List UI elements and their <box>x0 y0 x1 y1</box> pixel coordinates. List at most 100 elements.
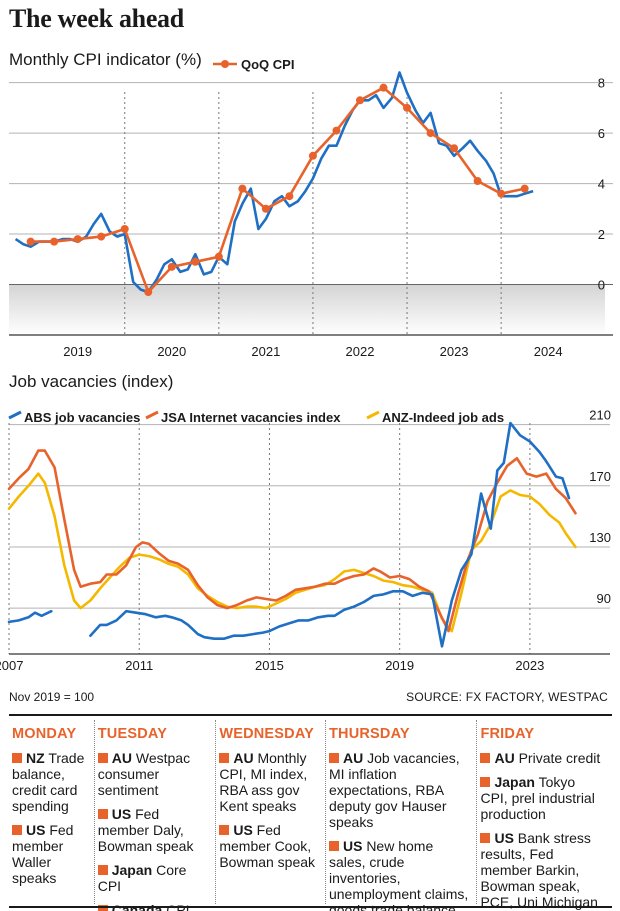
x-tick-label: 2011 <box>125 658 153 673</box>
data-point-marker <box>120 225 129 233</box>
data-point-marker <box>26 237 35 246</box>
data-point-marker <box>450 144 459 153</box>
x-tick-label: 2022 <box>346 344 375 359</box>
data-point-marker <box>167 262 176 271</box>
day-heading: THURSDAY <box>328 726 410 742</box>
event-item: US Fed member Waller speaks <box>12 822 88 886</box>
legend-label: ANZ-Indeed job ads <box>382 410 504 425</box>
vacancy-chart-title: Job vacancies (index) <box>9 372 174 391</box>
event-text: Fed member Cook, Bowman speak <box>219 822 316 870</box>
day-column-monday: MONDAY NZ Trade balance, credit card spen… <box>9 720 95 904</box>
event-item: AU Private credit <box>480 750 606 766</box>
legend-swatch <box>145 410 159 420</box>
chart-footnote: Nov 2019 = 100 <box>9 690 95 704</box>
legend-label-qoq-cpi: QoQ CPI <box>241 57 294 72</box>
legend-swatch <box>8 410 22 420</box>
day-column-wednesday: WEDNESDAY AU Monthly CPI, MI index, RBA a… <box>216 720 326 904</box>
day-heading: MONDAY <box>12 726 77 742</box>
bullet-square-icon <box>97 865 108 875</box>
data-point-marker <box>50 237 59 246</box>
bullet-square-icon <box>97 809 108 819</box>
y-tick-label: 2 <box>598 227 605 242</box>
event-text: Private credit <box>518 750 601 766</box>
series-line-anz-indeed-job-ads <box>7 472 577 633</box>
event-text: Fed member Daly, Bowman speak <box>97 806 194 854</box>
event-text: Westpac consumer sentiment <box>97 750 191 798</box>
series-line-abs-job-vacancies <box>7 609 53 624</box>
event-region: US <box>111 806 132 822</box>
cpi-chart: 0 2 4 6 8 2019 2020 2021 2022 2023 2024 QoQ CPI <box>9 57 613 359</box>
event-text: New home sales, crude inventories, unemp… <box>328 838 469 911</box>
bullet-square-icon <box>328 753 339 763</box>
event-region: NZ <box>26 750 45 766</box>
day-column-tuesday: TUESDAY AU Westpac consumer sentiment US F… <box>95 720 217 911</box>
y-tick-label: 4 <box>598 177 605 192</box>
event-text: Monthly CPI, MI index, RBA ass gov Kent … <box>219 750 308 814</box>
event-region: AU <box>494 750 515 766</box>
data-point-marker <box>497 189 506 198</box>
top-rule <box>9 714 612 716</box>
event-region: US <box>26 822 46 838</box>
x-tick-label: 2023 <box>440 344 469 359</box>
x-tick-label: 2023 <box>515 658 544 673</box>
x-tick-label: 2015 <box>255 658 284 673</box>
data-point-marker <box>238 184 247 193</box>
data-point-marker <box>520 184 529 193</box>
data-point-marker <box>379 83 388 92</box>
y-tick-label: 90 <box>597 591 611 606</box>
data-point-marker <box>355 96 364 105</box>
legend-marker-qoq-cpi <box>221 60 229 68</box>
event-item: US Fed member Cook, Bowman speak <box>219 822 319 870</box>
event-text: Trade balance, credit card spending <box>12 750 85 814</box>
y-tick-label: 170 <box>589 469 611 484</box>
event-item: Japan Core CPI <box>97 862 210 894</box>
event-text: Core CPI <box>97 862 187 894</box>
series-line-qoq-cpi <box>30 86 525 294</box>
data-point-marker <box>73 235 82 244</box>
event-region: US <box>233 822 253 838</box>
event-item: US Bank stress results, Fed member Barki… <box>480 830 606 911</box>
bullet-square-icon <box>97 753 108 763</box>
day-column-thursday: THURSDAY AU Job vacancies, MI inflation e… <box>326 720 478 911</box>
data-point-marker <box>403 103 412 112</box>
event-region: AU <box>233 750 254 766</box>
y-tick-label: 130 <box>589 530 611 545</box>
y-tick-label: 210 <box>589 408 611 423</box>
event-region: AU <box>111 750 132 766</box>
x-tick-label: 2020 <box>157 344 186 359</box>
vacancy-chart: 90 130 170 210 2007 2011 2015 2019 2023 ABS job v… <box>0 408 611 673</box>
event-region: US <box>342 838 363 854</box>
data-point-marker <box>285 192 294 201</box>
negative-zone <box>9 284 605 335</box>
page-headline: The week ahead <box>9 4 184 33</box>
series-line-jsa-internet-vacancies-index <box>7 449 577 633</box>
bullet-square-icon <box>480 777 491 787</box>
bullet-square-icon <box>12 825 22 835</box>
bullet-square-icon <box>480 833 491 843</box>
data-point-marker <box>191 257 200 266</box>
day-column-friday: FRIDAY AU Private credit Japan Tokyo CPI, … <box>477 720 612 911</box>
bullet-square-icon <box>219 825 230 835</box>
data-point-marker <box>261 204 270 213</box>
event-text: Job vacancies, MI inflation expectations… <box>328 750 460 830</box>
day-heading: TUESDAY <box>97 726 168 742</box>
data-point-marker <box>308 151 317 160</box>
event-item: AU Job vacancies, MI inflation expectati… <box>328 750 470 830</box>
legend-swatch <box>366 410 380 420</box>
y-tick-label: 6 <box>598 126 605 141</box>
y-tick-label: 0 <box>598 278 605 293</box>
chart-source: SOURCE: FX FACTORY, WESTPAC <box>406 690 608 704</box>
cpi-chart-title: Monthly CPI indicator (%) <box>9 50 202 69</box>
bullet-square-icon <box>12 753 22 763</box>
event-text: Fed member Waller speaks <box>12 822 74 886</box>
bullet-square-icon <box>97 905 108 911</box>
legend-label: ABS job vacancies <box>24 410 140 425</box>
data-point-marker <box>214 252 223 261</box>
data-point-marker <box>97 232 106 241</box>
legend-label: JSA Internet vacancies index <box>161 410 341 425</box>
bottom-rule <box>9 906 612 908</box>
event-item: US New home sales, crude inventories, un… <box>328 838 470 911</box>
event-item: Japan Tokyo CPI, prel industrial product… <box>480 774 606 822</box>
bullet-square-icon <box>219 753 230 763</box>
x-tick-label: 2021 <box>251 344 280 359</box>
